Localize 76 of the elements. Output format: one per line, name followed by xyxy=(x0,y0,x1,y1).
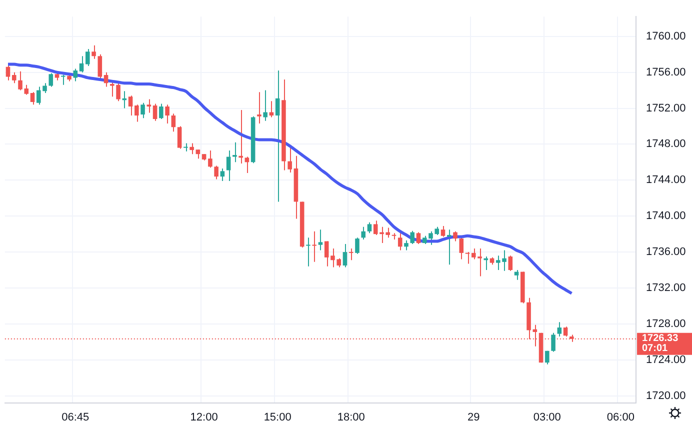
candlestick xyxy=(275,70,280,202)
candlestick xyxy=(60,74,66,86)
candlestick xyxy=(104,72,108,88)
candlestick xyxy=(324,240,329,267)
candlestick xyxy=(92,44,96,60)
candlestick xyxy=(171,113,176,132)
line-series xyxy=(6,62,574,295)
candlestick xyxy=(177,126,182,150)
candlestick xyxy=(459,237,464,260)
candlestick xyxy=(348,248,354,261)
y-tick-label: 1748.00 xyxy=(646,138,686,150)
candlestick xyxy=(514,270,519,280)
candlestick xyxy=(361,226,366,240)
candlestick xyxy=(159,103,164,120)
candlestick xyxy=(48,72,54,88)
x-tick-label: 06:00 xyxy=(606,412,634,424)
candlestick xyxy=(465,252,470,264)
candlestick xyxy=(306,237,310,267)
candlestick xyxy=(134,104,139,122)
x-tick-label: 03:00 xyxy=(533,412,561,424)
y-tick-label: 1752.00 xyxy=(646,102,686,114)
candlestick xyxy=(152,103,158,122)
candlestick xyxy=(146,98,152,114)
candlestick xyxy=(398,232,402,251)
candlestick xyxy=(165,104,170,124)
candlestick xyxy=(12,72,16,84)
x-tick-label: 29 xyxy=(468,412,480,424)
y-tick-label: 1724.00 xyxy=(646,354,686,366)
candlestick xyxy=(244,156,250,174)
candlestick xyxy=(404,240,408,251)
candlestick xyxy=(563,326,568,338)
candlestick xyxy=(367,222,372,234)
candlestick xyxy=(220,168,225,182)
candlestick xyxy=(342,243,348,268)
x-tick-label: 18:00 xyxy=(337,412,365,424)
y-tick-label: 1720.00 xyxy=(646,390,686,402)
candlestick xyxy=(208,150,212,168)
candlestick xyxy=(190,142,194,155)
y-tick-label: 1736.00 xyxy=(646,246,686,258)
candlestick xyxy=(288,147,292,174)
candlestick xyxy=(30,92,35,106)
candlestick xyxy=(416,232,421,244)
candlestick xyxy=(446,229,452,266)
candlestick xyxy=(440,225,446,238)
y-tick-label: 1756.00 xyxy=(646,66,686,78)
candlestick xyxy=(508,255,513,272)
candlestick xyxy=(318,229,323,251)
candlestick xyxy=(453,230,458,242)
candlestick xyxy=(98,54,102,80)
ref-line-label: 1726.33 xyxy=(642,333,679,344)
candlestick xyxy=(140,102,145,119)
x-tick-label: 12:00 xyxy=(190,412,218,424)
text: 07:01 xyxy=(642,343,668,354)
candlestick xyxy=(557,322,562,338)
x-tick-label: 06:45 xyxy=(62,412,90,424)
candlestick xyxy=(355,237,360,254)
candlestick xyxy=(551,332,556,352)
candlestick xyxy=(73,68,78,82)
candlestick xyxy=(257,92,262,124)
candlestick xyxy=(232,142,237,163)
candlestick xyxy=(214,165,218,180)
candlestick xyxy=(410,230,415,244)
y-tick-label: 1728.00 xyxy=(646,318,686,330)
candlestick xyxy=(86,48,90,67)
candlestick xyxy=(79,56,84,73)
y-tick-label: 1760.00 xyxy=(646,30,686,42)
y-tick-label: 1744.00 xyxy=(646,174,686,186)
y-tick-label: 1732.00 xyxy=(646,282,686,294)
candlestick xyxy=(312,230,316,262)
candlestick xyxy=(545,350,550,365)
candlestick xyxy=(226,150,231,182)
candlestick xyxy=(6,64,10,81)
candlestick xyxy=(128,95,133,116)
x-tick-label: 15:00 xyxy=(264,412,292,424)
y-tick-label: 1740.00 xyxy=(646,210,686,222)
candlestick xyxy=(263,90,268,122)
